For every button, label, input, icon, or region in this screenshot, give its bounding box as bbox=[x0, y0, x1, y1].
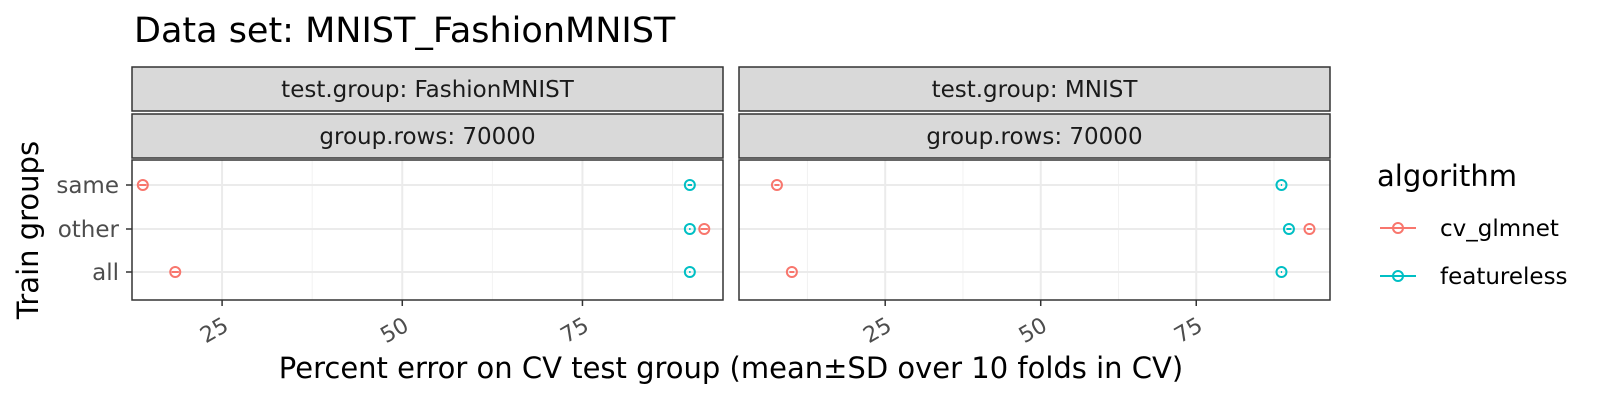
x-tick-label: 50 bbox=[1015, 313, 1052, 349]
panel-right-border bbox=[738, 159, 1331, 301]
point-cv_glmnet bbox=[770, 179, 783, 191]
y-tick-label: same bbox=[56, 173, 119, 199]
y-tick-label: all bbox=[92, 260, 119, 286]
point-cv_glmnet bbox=[1303, 223, 1316, 235]
chart-title: Data set: MNIST_FashionMNIST bbox=[134, 11, 676, 51]
legend-entries: cv_glmnet featureless bbox=[1380, 216, 1568, 290]
point-featureless bbox=[1275, 266, 1288, 278]
legend-key-point bbox=[1392, 222, 1404, 234]
point-featureless bbox=[1275, 179, 1288, 191]
point-featureless bbox=[683, 223, 696, 235]
panel-left-border bbox=[131, 159, 724, 301]
panel-left-strip-top-label: test.group: FashionMNIST bbox=[281, 77, 575, 103]
legend-title: algorithm bbox=[1377, 159, 1517, 193]
panel-right-x-ticks: 25 50 75 bbox=[859, 300, 1207, 349]
panel-left-strip-bottom bbox=[131, 113, 724, 159]
y-axis-ticks: same other all bbox=[56, 173, 132, 286]
point-cv_glmnet bbox=[136, 179, 149, 191]
x-tick-label: 50 bbox=[376, 313, 413, 349]
panel-left: test.group: FashionMNIST group.rows: 700… bbox=[131, 66, 724, 349]
panel-right: test.group: MNIST group.rows: 70000 25 50… bbox=[738, 66, 1331, 349]
panel-left-strip-bottom-label: group.rows: 70000 bbox=[319, 124, 535, 150]
x-tick-label: 25 bbox=[196, 313, 233, 349]
legend-label: featureless bbox=[1440, 264, 1568, 290]
y-tick-label: other bbox=[58, 217, 120, 243]
point-cv_glmnet bbox=[785, 266, 798, 278]
panel-right-grid bbox=[739, 160, 1330, 300]
point-cv_glmnet bbox=[169, 266, 182, 278]
panel-left-grid bbox=[131, 160, 723, 300]
panel-right-strip-top-label: test.group: MNIST bbox=[932, 77, 1139, 103]
panel-left-strip-top bbox=[131, 66, 724, 112]
panel-right-marks bbox=[770, 179, 1316, 278]
legend: algorithm cv_glmnet featureless bbox=[1377, 159, 1568, 290]
x-tick-label: 25 bbox=[859, 313, 896, 349]
x-axis-label: Percent error on CV test group (mean±SD … bbox=[279, 351, 1183, 385]
legend-key-point bbox=[1392, 270, 1404, 282]
x-tick-label: 75 bbox=[1170, 313, 1207, 349]
y-axis-label: Train groups bbox=[11, 141, 45, 320]
x-tick-label: 75 bbox=[557, 313, 594, 349]
panel-left-x-ticks: 25 50 75 bbox=[196, 300, 593, 349]
panel-right-strip-bottom-label: group.rows: 70000 bbox=[926, 124, 1142, 150]
panel-right-strip-bottom bbox=[738, 113, 1331, 159]
point-featureless bbox=[683, 179, 696, 191]
panel-left-marks bbox=[136, 179, 711, 278]
legend-label: cv_glmnet bbox=[1440, 216, 1559, 242]
point-cv_glmnet bbox=[698, 223, 711, 235]
point-featureless bbox=[683, 266, 696, 278]
point-featureless bbox=[1282, 223, 1295, 235]
panel-right-strip-top bbox=[738, 66, 1331, 112]
